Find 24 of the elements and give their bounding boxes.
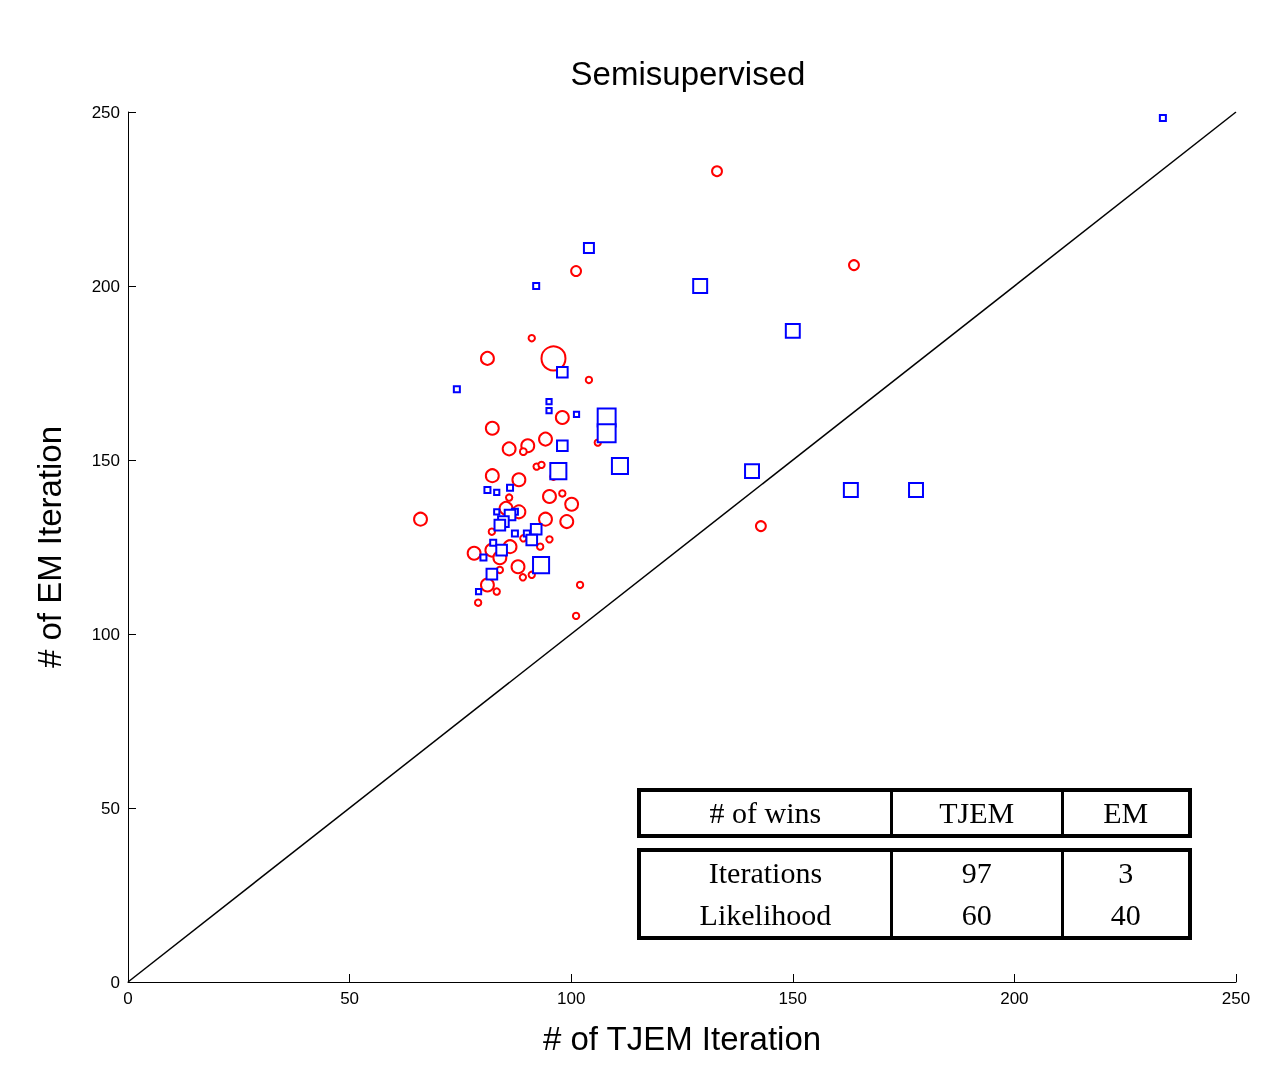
chart-title: Semisupervised (570, 55, 806, 92)
y-tick-label: 50 (101, 798, 120, 818)
x-tick-label: 250 (1221, 989, 1251, 1008)
x-axis-title: # of TJEM Iteration (542, 1020, 822, 1057)
annotation: 40 (1110, 898, 1141, 931)
y-tick-label: 100 (91, 624, 120, 644)
x-tick-label: 50 (340, 989, 360, 1008)
y-tick-label: 150 (91, 450, 120, 470)
y-tick-label: 0 (110, 972, 120, 992)
x-tick-label: 150 (778, 989, 807, 1008)
annotation: 60 (961, 898, 992, 931)
annotation: # of wins (639, 790, 892, 836)
annotation: EM (1062, 790, 1190, 836)
y-tick-label: 200 (91, 276, 120, 296)
x-tick-label: 200 (1000, 989, 1029, 1008)
annotation: 3 (1118, 856, 1134, 889)
y-tick-label: 250 (91, 102, 120, 122)
annotation: 97 (961, 856, 992, 889)
x-tick-label: 100 (557, 989, 586, 1008)
annotation: Likelihood (699, 898, 832, 931)
annotation: Iterations (708, 856, 823, 889)
x-tick-label: 0 (123, 989, 133, 1008)
annotation: TJEM (891, 790, 1063, 836)
y-axis-title: # of EM Iteration (31, 425, 68, 669)
